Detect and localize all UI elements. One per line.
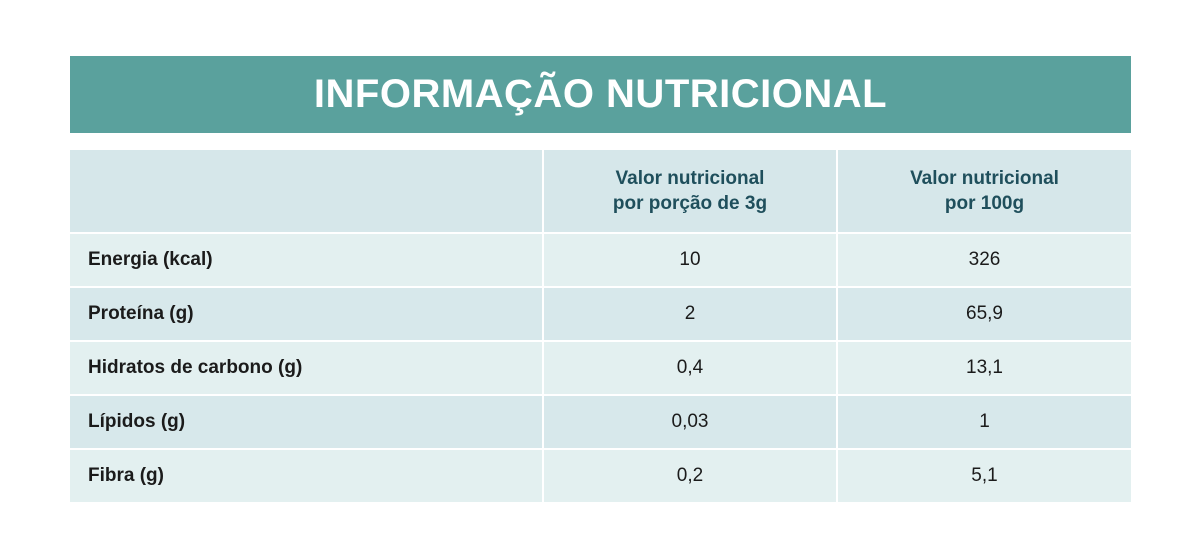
per-100g-value: 326 bbox=[836, 234, 1131, 286]
row-label: Lípidos (g) bbox=[70, 396, 542, 448]
per-portion-value: 0,2 bbox=[542, 450, 836, 502]
per-100g-value: 5,1 bbox=[836, 450, 1131, 502]
header-empty-cell bbox=[70, 150, 542, 232]
table-row: Proteína (g) 2 65,9 bbox=[70, 288, 1131, 342]
page-title: INFORMAÇÃO NUTRICIONAL bbox=[313, 72, 888, 116]
per-100g-value: 65,9 bbox=[836, 288, 1131, 340]
table-row: Hidratos de carbono (g) 0,4 13,1 bbox=[70, 342, 1131, 396]
nutrition-table: Valor nutricional por porção de 3g Valor… bbox=[70, 150, 1131, 502]
per-portion-value: 2 bbox=[542, 288, 836, 340]
row-label: Hidratos de carbono (g) bbox=[70, 342, 542, 394]
per-100g-value: 13,1 bbox=[836, 342, 1131, 394]
per-portion-value: 10 bbox=[542, 234, 836, 286]
table-row: Fibra (g) 0,2 5,1 bbox=[70, 450, 1131, 502]
per-portion-value: 0,03 bbox=[542, 396, 836, 448]
nutrition-panel: INFORMAÇÃO NUTRICIONAL Valor nutricional… bbox=[70, 56, 1131, 502]
table-header-row: Valor nutricional por porção de 3g Valor… bbox=[70, 150, 1131, 234]
per-portion-value: 0,4 bbox=[542, 342, 836, 394]
per-100g-value: 1 bbox=[836, 396, 1131, 448]
header-per-100g: Valor nutricional por 100g bbox=[836, 150, 1131, 232]
table-row: Energia (kcal) 10 326 bbox=[70, 234, 1131, 288]
row-label: Proteína (g) bbox=[70, 288, 542, 340]
title-bar: INFORMAÇÃO NUTRICIONAL bbox=[70, 56, 1131, 133]
row-label: Energia (kcal) bbox=[70, 234, 542, 286]
table-row: Lípidos (g) 0,03 1 bbox=[70, 396, 1131, 450]
row-label: Fibra (g) bbox=[70, 450, 542, 502]
header-per-portion: Valor nutricional por porção de 3g bbox=[542, 150, 836, 232]
